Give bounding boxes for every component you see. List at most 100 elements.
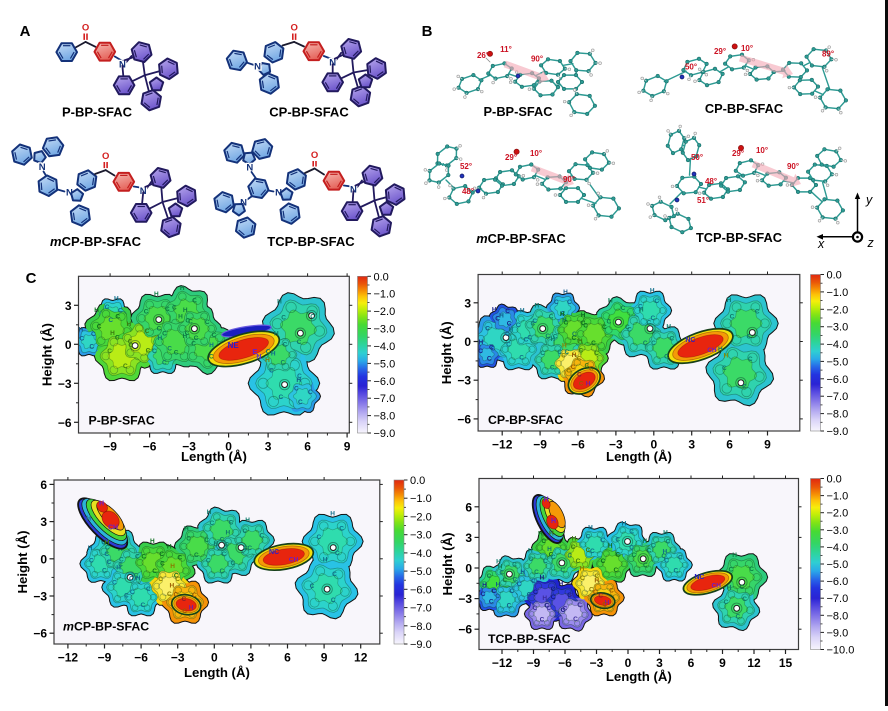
svg-text:C: C [283, 341, 288, 348]
svg-text:C: C [162, 360, 167, 367]
svg-text:−12: −12 [492, 656, 513, 670]
svg-text:−5.0: −5.0 [374, 358, 396, 370]
svg-text:C: C [531, 320, 536, 327]
svg-text:H: H [588, 525, 593, 532]
svg-text:H: H [180, 285, 185, 292]
svg-text:−12: −12 [492, 438, 513, 452]
svg-text:6: 6 [465, 500, 472, 514]
svg-text:C: C [730, 314, 735, 321]
svg-text:−3: −3 [33, 590, 47, 604]
svg-text:C: C [593, 589, 598, 596]
svg-text:C: C [546, 605, 551, 612]
svg-text:C: C [576, 558, 581, 565]
svg-text:C: C [590, 548, 595, 555]
svg-text:−1.0: −1.0 [827, 287, 849, 299]
svg-text:10°: 10° [756, 146, 768, 155]
svg-text:C: C [124, 592, 129, 599]
svg-text:C: C [534, 569, 539, 576]
svg-text:C: C [209, 353, 214, 360]
svg-text:C: C [517, 581, 522, 588]
svg-text:10°: 10° [741, 44, 753, 53]
svg-text:C: C [174, 591, 179, 598]
svg-text:C: C [499, 569, 504, 576]
svg-text:−6: −6 [558, 656, 572, 670]
svg-text:H: H [550, 336, 555, 343]
svg-text:H: H [178, 314, 183, 321]
svg-text:C: C [541, 538, 546, 545]
svg-text:C: C [105, 304, 110, 311]
svg-text:C: C [615, 552, 620, 559]
svg-text:C: C [224, 541, 229, 548]
svg-text:C: C [573, 616, 578, 623]
svg-text:C: C [551, 586, 556, 593]
svg-text:C: C [572, 335, 577, 342]
svg-text:C: C [643, 340, 648, 347]
svg-text:C: C [160, 560, 165, 567]
svg-text:y: y [865, 193, 873, 207]
svg-text:C: C [638, 303, 643, 310]
svg-text:C: C [335, 550, 340, 557]
svg-text:C: C [123, 363, 128, 370]
svg-text:15: 15 [779, 656, 793, 670]
svg-text:C: C [654, 298, 659, 305]
svg-text:C: C [533, 589, 538, 596]
svg-text:C: C [339, 526, 344, 533]
svg-text:C: C [742, 383, 747, 390]
svg-text:Length (Å): Length (Å) [606, 449, 672, 464]
svg-text:C: C [186, 535, 191, 542]
svg-text:C: C [140, 602, 145, 609]
svg-text:48°: 48° [705, 177, 717, 186]
svg-text:C: C [629, 544, 634, 551]
svg-text:C: C [478, 348, 483, 355]
svg-text:−1.0: −1.0 [827, 491, 849, 503]
svg-text:C: C [594, 350, 599, 357]
svg-text:C: C [567, 299, 572, 306]
svg-text:C: C [97, 324, 102, 331]
svg-text:C: C [280, 359, 285, 366]
svg-text:H: H [581, 312, 586, 319]
svg-text:H: H [245, 517, 250, 524]
svg-text:C: C [80, 336, 85, 343]
svg-text:−3: −3 [171, 651, 185, 665]
svg-text:C: C [540, 350, 545, 357]
svg-text:9: 9 [764, 438, 771, 452]
svg-text:TCP-BP-SFAC: TCP-BP-SFAC [696, 230, 782, 245]
svg-text:H: H [542, 595, 547, 602]
svg-text:−12: −12 [58, 651, 79, 665]
svg-text:C: C [510, 588, 515, 595]
svg-text:−6.0: −6.0 [827, 374, 849, 386]
svg-text:C: C [567, 553, 572, 560]
svg-text:H: H [482, 582, 487, 589]
svg-text:H: H [110, 330, 115, 337]
svg-text:−9.0: −9.0 [410, 639, 432, 651]
svg-text:H: H [323, 557, 328, 564]
svg-text:H: H [578, 338, 583, 345]
svg-text:−3: −3 [457, 374, 471, 388]
svg-text:C: C [571, 364, 576, 371]
svg-text:CP-BP-SFAC: CP-BP-SFAC [705, 101, 783, 116]
svg-text:H: H [509, 326, 514, 333]
svg-text:H: H [492, 307, 497, 314]
svg-text:C: C [495, 316, 500, 323]
svg-text:29°: 29° [505, 153, 517, 162]
svg-text:51°: 51° [697, 196, 709, 205]
svg-text:C: C [564, 320, 569, 327]
svg-text:H: H [104, 540, 109, 547]
svg-text:3: 3 [265, 440, 272, 454]
svg-text:−8.0: −8.0 [827, 610, 849, 622]
svg-text:6: 6 [688, 656, 695, 670]
svg-text:26°: 26° [477, 51, 489, 60]
svg-text:N: N [39, 162, 46, 173]
svg-text:−2.0: −2.0 [827, 508, 849, 520]
svg-text:−6: −6 [33, 627, 47, 641]
svg-text:C: C [527, 591, 532, 598]
svg-text:C: C [742, 596, 747, 603]
svg-text:C: C [129, 575, 134, 582]
svg-text:H: H [608, 297, 613, 304]
svg-text:B: B [422, 23, 433, 40]
svg-text:H: H [330, 511, 335, 518]
svg-text:−8.0: −8.0 [827, 409, 849, 421]
svg-text:−7.0: −7.0 [827, 593, 849, 605]
svg-text:C: C [527, 335, 532, 342]
svg-text:C: C [146, 348, 151, 355]
